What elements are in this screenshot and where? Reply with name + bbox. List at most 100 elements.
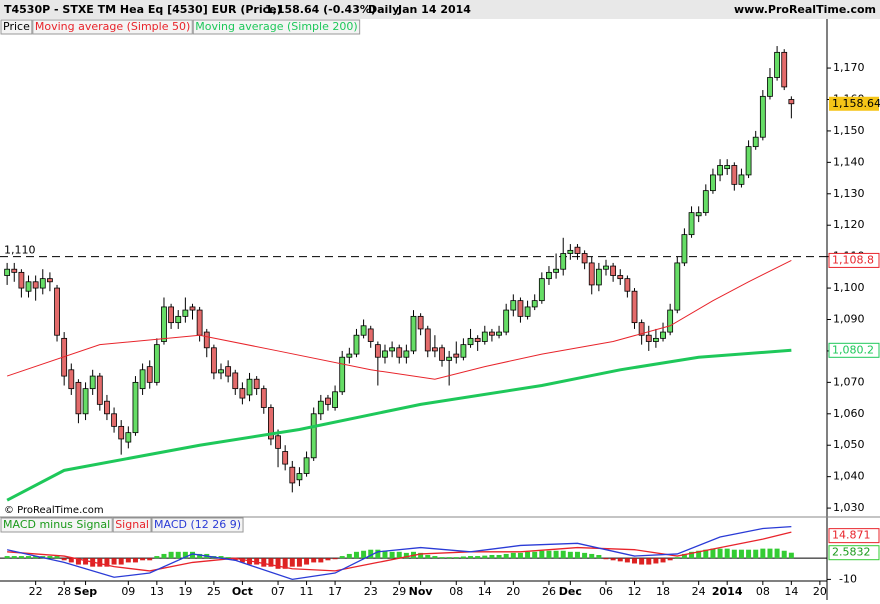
candle-body	[759, 95, 766, 138]
candle-body	[232, 372, 239, 390]
candle-body	[389, 347, 396, 352]
candle-body	[25, 281, 32, 292]
x-tick-label: Sep	[74, 585, 97, 598]
candle-body	[353, 334, 360, 355]
candle-body	[631, 290, 638, 324]
x-tick-label: 09	[121, 585, 135, 598]
candle-body	[603, 265, 609, 270]
candle-body	[439, 347, 445, 361]
candle-body	[18, 271, 25, 289]
macd-histogram-bar	[304, 558, 310, 565]
candle-body	[481, 331, 488, 342]
macd-histogram-bar	[296, 558, 302, 567]
last-price: 1,158.64 (-0.43%)	[265, 3, 376, 16]
legend-box	[32, 19, 193, 35]
macd-histogram-bar	[468, 556, 474, 559]
source: www.ProRealTime.com	[734, 3, 876, 16]
macd-badge	[828, 528, 880, 544]
macd-histogram-bar	[18, 556, 24, 559]
macd-histogram-bar	[318, 558, 324, 563]
macd-histogram-bar	[653, 558, 659, 564]
x-tick-label: 08	[449, 585, 463, 598]
macd-histogram-bar	[589, 553, 595, 559]
candle-body	[503, 309, 510, 333]
x-tick-label: Dec	[559, 585, 582, 598]
macd-histogram-bar	[760, 548, 766, 559]
candle-body	[374, 344, 381, 358]
y-tick-label: 1,070	[833, 375, 865, 388]
legend: Price Moving average (Simple 50) Moving av…	[0, 19, 361, 533]
macd-histogram-bar	[475, 556, 481, 559]
x-tick-label: 22	[29, 585, 43, 598]
macd-histogram-bar	[189, 551, 195, 559]
macd-histogram-bar	[639, 558, 645, 565]
macd-line	[6, 525, 792, 581]
x-tick-label: 24	[692, 585, 706, 598]
y-tick-label: 1,140	[833, 155, 865, 168]
y-tick-label: 1,040	[833, 470, 865, 483]
legend-box	[151, 517, 244, 533]
x-tick-label: 11	[300, 585, 314, 598]
macd-histogram-bar	[75, 558, 81, 565]
macd-histogram-bar	[239, 558, 245, 563]
candle-body	[367, 328, 374, 342]
candle-body	[11, 268, 18, 273]
candle-body	[325, 397, 331, 405]
y-tick-label: 1,090	[833, 313, 865, 326]
candle-body	[4, 268, 11, 276]
macd-histogram-bar	[361, 550, 367, 559]
macd-histogram-bar	[368, 549, 374, 559]
candle-body	[724, 165, 731, 170]
macd-histogram-bar	[703, 549, 709, 559]
candle-body	[510, 300, 517, 311]
y-tick-label: 1,170	[833, 61, 865, 74]
macd-histogram-bar	[339, 556, 345, 559]
candle-body	[752, 136, 759, 148]
x-tick-label: 08	[756, 585, 770, 598]
macd-histogram-bar	[382, 550, 388, 559]
candle-body	[317, 400, 324, 415]
macd-histogram-bar	[489, 555, 495, 559]
y-tick-label: 1,030	[833, 501, 865, 514]
macd-histogram-bar	[396, 551, 402, 559]
candle-body	[638, 322, 645, 336]
ma-last-label: 1,108.8	[832, 253, 874, 266]
legend-box	[0, 517, 113, 533]
candle-body	[788, 99, 795, 105]
candle-body	[595, 268, 602, 286]
macd-histogram-bar	[26, 556, 32, 559]
macd-histogram-bar	[125, 558, 131, 563]
candle-body	[39, 278, 46, 289]
macd-histogram-bar	[161, 553, 167, 559]
x-tick-label: 06	[599, 585, 613, 598]
candle-body	[218, 369, 224, 374]
candle-body	[125, 432, 132, 443]
candle-body	[275, 435, 281, 449]
candle-body	[196, 309, 203, 336]
macd-y-tick-label: -10	[839, 572, 857, 585]
candle-body	[738, 174, 745, 185]
candle-body	[653, 337, 659, 342]
x-tick-label: 28	[57, 585, 71, 598]
macd-histogram-bar	[510, 552, 516, 559]
macd-histogram-bar	[118, 558, 124, 565]
macd-histogram-bar	[567, 551, 573, 559]
y-tick-label: 1,100	[833, 281, 865, 294]
candle-body	[246, 378, 253, 396]
macd-histogram-bar	[724, 548, 730, 559]
candle-body	[32, 281, 39, 289]
x-tick-label: 23	[364, 585, 378, 598]
macd-histogram-bar	[140, 558, 146, 561]
x-tick-label: 26	[542, 585, 556, 598]
macd-histogram-bar	[403, 552, 409, 559]
macd-histogram-bar	[503, 553, 509, 559]
macd-histogram-bar	[496, 555, 502, 559]
ma-last-label: 1,080.2	[832, 343, 874, 356]
macd-histogram-bar	[311, 558, 317, 563]
x-tick-label: 18	[656, 585, 670, 598]
reference-label: 1,110	[4, 244, 36, 257]
candle-body	[617, 275, 624, 280]
macd-histogram-bar	[261, 558, 267, 567]
candle-body	[660, 331, 666, 339]
macd-histogram-bar	[418, 552, 424, 559]
